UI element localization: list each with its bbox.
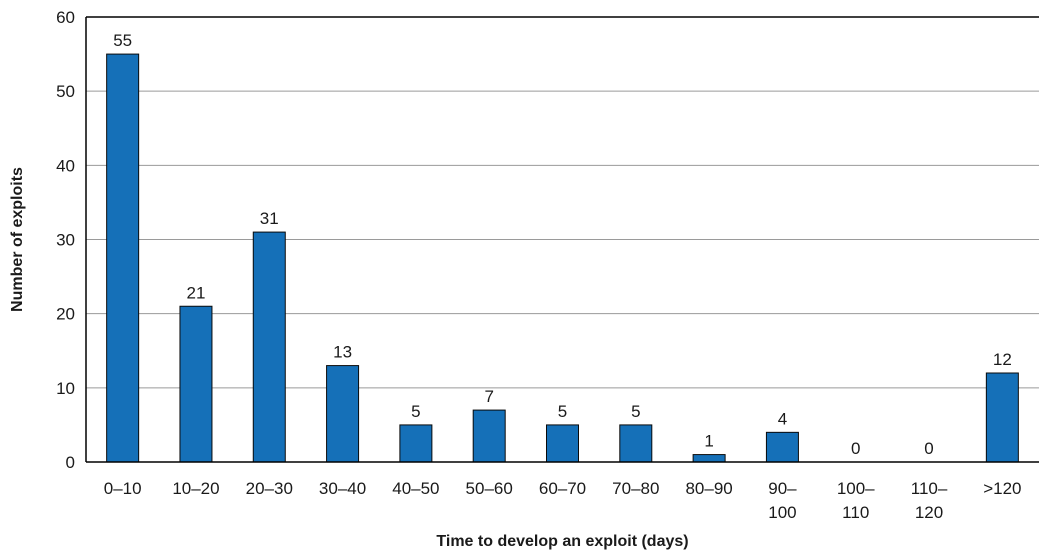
bar <box>765 431 799 463</box>
x-tick-label: 70–80 <box>612 479 659 498</box>
bar-value-label: 7 <box>484 387 493 406</box>
bar-value-label: 5 <box>411 402 420 421</box>
x-tick-label: 60–70 <box>539 479 586 498</box>
y-tick-label: 60 <box>56 8 75 27</box>
bar-value-label: 5 <box>558 402 567 421</box>
bar <box>546 424 579 463</box>
bar-value-label: 55 <box>113 31 132 50</box>
bar-value-label: 1 <box>704 432 713 451</box>
y-tick-label: 0 <box>66 453 75 472</box>
x-tick-label: 30–40 <box>319 479 366 498</box>
axes <box>85 16 1039 463</box>
bar-value-label: 0 <box>851 439 860 458</box>
y-tick-label: 20 <box>56 305 75 324</box>
x-tick-label: 40–50 <box>392 479 439 498</box>
gridlines <box>86 90 1039 389</box>
y-axis-title: Number of exploits <box>9 167 26 312</box>
x-tick-label: >120 <box>983 479 1021 498</box>
x-tick-label: 110 <box>842 503 869 522</box>
x-tick-label: 110– <box>911 479 948 498</box>
bars <box>106 53 1019 463</box>
x-tick-label: 50–60 <box>466 479 513 498</box>
x-axis-title: Time to develop an exploit (days) <box>436 533 688 550</box>
bar-value-label: 31 <box>260 209 279 228</box>
x-tick-label: 80–90 <box>685 479 732 498</box>
bar-value-label: 0 <box>924 439 933 458</box>
x-tick-label: 0–10 <box>104 479 142 498</box>
x-tick-labels: 0–10 10–20 20–30 30–40 40–50 50–60 60–70 70–80 8… <box>104 479 1022 522</box>
x-tick-label: 100– <box>837 479 875 498</box>
y-tick-label: 40 <box>56 156 75 175</box>
bar-value-label: 13 <box>333 343 352 362</box>
bar <box>179 305 213 463</box>
bar <box>985 372 1019 463</box>
x-tick-label: 100 <box>768 503 796 522</box>
x-tick-label: 90– <box>768 479 797 498</box>
x-tick-label: 20–30 <box>246 479 293 498</box>
bar-value-label: 4 <box>778 409 787 428</box>
bar <box>106 53 140 463</box>
bar <box>252 231 286 463</box>
x-tick-label: 120 <box>915 503 943 522</box>
bar <box>619 424 653 463</box>
bar <box>326 365 360 463</box>
bar <box>399 424 433 463</box>
y-tick-label: 10 <box>56 379 75 398</box>
bar-value-label: 5 <box>631 402 640 421</box>
y-tick-labels: 0 10 20 30 40 50 60 <box>56 8 75 472</box>
y-tick-label: 50 <box>56 82 75 101</box>
y-tick-label: 30 <box>56 231 75 250</box>
bar-value-label: 21 <box>187 283 206 302</box>
bar <box>692 454 726 463</box>
x-tick-label: 10–20 <box>172 479 219 498</box>
bar <box>472 409 506 463</box>
bar-value-label: 12 <box>993 350 1012 369</box>
